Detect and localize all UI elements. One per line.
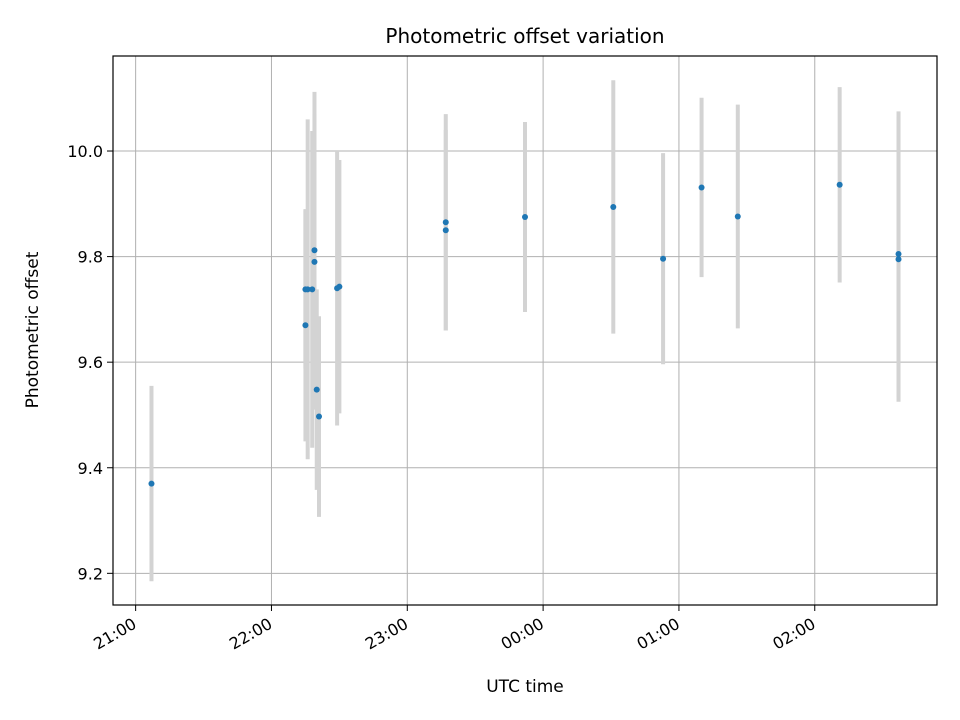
x-axis-label: UTC time — [486, 677, 564, 697]
chart-title: Photometric offset variation — [385, 24, 664, 48]
grid — [113, 56, 937, 605]
data-point — [302, 322, 309, 329]
data-point — [148, 480, 155, 487]
data-point — [442, 219, 449, 226]
data-point — [895, 256, 902, 263]
data-point — [316, 413, 322, 420]
data-point — [309, 286, 316, 293]
data-point — [304, 286, 311, 293]
y-tick-label: 10.0 — [67, 142, 103, 161]
y-tick-label: 9.8 — [78, 248, 103, 267]
data-point — [442, 227, 449, 234]
y-axis-label: Photometric offset — [23, 251, 43, 408]
y-tick-label: 9.6 — [78, 353, 103, 372]
data-point — [836, 181, 843, 188]
data-point — [895, 250, 902, 257]
data-point — [311, 258, 318, 265]
data-point — [336, 283, 343, 290]
y-tick-label: 9.2 — [78, 564, 103, 583]
data-point — [311, 247, 318, 254]
data-point — [660, 255, 667, 262]
data-point — [522, 214, 528, 221]
y-tick-label: 9.4 — [78, 459, 103, 478]
plot-frame — [112, 55, 938, 606]
data-point — [734, 213, 741, 220]
data-point — [698, 184, 705, 191]
data-points — [148, 181, 902, 487]
data-point — [610, 203, 617, 210]
y-axis-ticks: 9.2 9.4 9.6 9.8 10.0 — [67, 142, 113, 583]
data-point — [313, 386, 320, 393]
